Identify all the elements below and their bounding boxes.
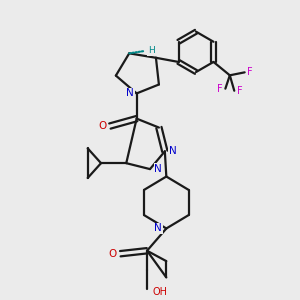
Text: F: F (247, 67, 253, 77)
Text: N: N (126, 88, 134, 98)
Text: N: N (169, 146, 177, 156)
Text: O: O (98, 121, 106, 131)
Text: N: N (154, 224, 162, 233)
Text: H: H (148, 46, 154, 56)
Text: F: F (217, 84, 223, 94)
Text: N: N (154, 164, 162, 174)
Text: OH: OH (153, 287, 168, 297)
Text: F: F (237, 86, 242, 96)
Text: O: O (109, 249, 117, 259)
